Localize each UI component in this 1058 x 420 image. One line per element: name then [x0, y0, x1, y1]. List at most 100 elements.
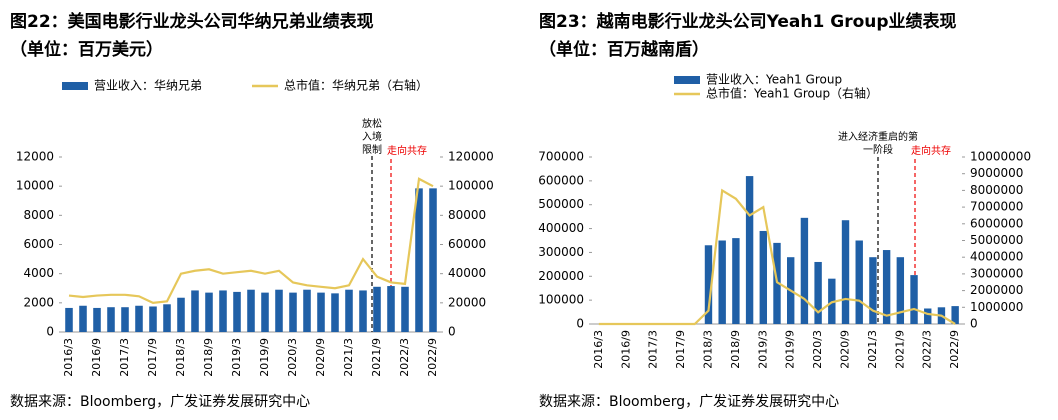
y-tick-label: 300000: [538, 245, 584, 259]
bar: [415, 188, 423, 332]
y2-tick-label: 60000: [448, 237, 486, 251]
y2-tick-label: 8000000: [970, 183, 1023, 197]
chart-title: 图22：美国电影行业龙头公司华纳兄弟业绩表现: [10, 11, 374, 32]
y2-tick-label: 80000: [448, 208, 486, 222]
bar: [107, 307, 115, 332]
bar: [303, 289, 311, 332]
y2-tick-label: 40000: [448, 266, 486, 280]
bar: [149, 306, 157, 332]
x-tick-label: 2016/9: [90, 338, 103, 377]
y2-tick-label: 4000000: [970, 250, 1023, 264]
y-tick-label: 0: [46, 325, 54, 339]
bar: [191, 290, 199, 332]
y2-tick-label: 2000000: [970, 283, 1023, 297]
bar: [219, 290, 227, 332]
x-tick-label: 2018/3: [174, 338, 187, 377]
bar: [924, 308, 932, 324]
annotation: 进入经济重启的第一阶段: [838, 132, 918, 156]
x-tick-label: 2017/9: [146, 338, 159, 377]
x-tick-label: 2019/9: [784, 330, 797, 369]
x-tick-label: 2020/9: [839, 330, 852, 369]
bar: [373, 286, 381, 332]
y-tick-label: 500000: [538, 197, 584, 211]
y2-tick-label: 0: [970, 317, 978, 331]
x-tick-label: 2021/9: [370, 338, 383, 377]
y2-tick-label: 1000000: [970, 300, 1023, 314]
bar: [317, 292, 325, 332]
x-tick-label: 2019/3: [756, 330, 769, 369]
legend-label: 营业收入：Yeah1 Group: [706, 73, 842, 87]
y2-tick-label: 10000000: [970, 150, 1031, 164]
y-tick-label: 2000: [23, 295, 54, 309]
x-tick-label: 2018/3: [701, 330, 714, 369]
bar: [275, 289, 283, 332]
x-tick-label: 2020/3: [811, 330, 824, 369]
line: [68, 177, 434, 304]
chart-subtitle: （单位：百万越南盾）: [539, 39, 709, 60]
chart-title: 图23：越南电影行业龙头公司Yeah1 Group业绩表现: [539, 11, 957, 32]
bar: [814, 261, 822, 324]
y2-tick-label: 5000000: [970, 233, 1023, 247]
bar: [910, 275, 918, 324]
bar: [177, 297, 185, 332]
bar: [732, 238, 740, 324]
source: 数据来源：Bloomberg，广发证券发展研究中心: [539, 394, 839, 410]
legend-swatch: [62, 82, 88, 90]
y-tick-label: 700000: [538, 150, 584, 164]
y2-tick-label: 3000000: [970, 266, 1023, 280]
x-tick-label: 2018/9: [729, 330, 742, 369]
x-tick-label: 2022/3: [398, 338, 411, 377]
bar: [345, 289, 353, 332]
bar: [121, 307, 129, 332]
x-tick-label: 2016/9: [619, 330, 632, 369]
line: [598, 188, 956, 326]
x-tick-label: 2022/9: [948, 330, 961, 369]
bar: [401, 286, 409, 332]
annotation: 走向共存: [911, 146, 951, 157]
x-tick-label: 2018/9: [202, 338, 215, 377]
bar: [882, 250, 891, 324]
y-tick-label: 200000: [538, 269, 584, 283]
y2-tick-label: 20000: [448, 295, 486, 309]
legend-label: 总市值：Yeah1 Group（右轴）: [706, 86, 878, 101]
bar: [704, 245, 713, 324]
y-tick-label: 400000: [538, 221, 584, 235]
x-tick-label: 2017/9: [674, 330, 687, 369]
bar: [331, 293, 339, 332]
x-tick-label: 2021/3: [866, 330, 879, 369]
y-tick-label: 10000: [16, 179, 54, 193]
x-tick-label: 2017/3: [118, 338, 131, 377]
x-tick-label: 2019/3: [230, 338, 243, 377]
bar: [759, 230, 767, 324]
y2-tick-label: 6000000: [970, 216, 1023, 230]
y-tick-label: 6000: [23, 237, 54, 251]
y2-tick-label: 7000000: [970, 200, 1023, 214]
y-tick-label: 8000: [23, 208, 54, 222]
bar: [869, 257, 877, 324]
x-tick-label: 2016/3: [592, 330, 605, 369]
bar: [359, 290, 367, 332]
y2-tick-label: 0: [448, 325, 456, 339]
bar: [93, 307, 101, 332]
x-tick-label: 2022/3: [921, 330, 934, 369]
bar: [841, 220, 850, 324]
bar: [261, 292, 269, 332]
x-tick-label: 2020/9: [314, 338, 327, 377]
y2-tick-label: 100000: [448, 179, 494, 193]
bar: [951, 306, 959, 324]
annotation: 走向共存: [387, 146, 427, 157]
bar: [896, 257, 905, 324]
chart-subtitle: （单位：百万美元）: [10, 39, 163, 60]
x-tick-label: 2020/3: [286, 338, 299, 377]
bar: [233, 291, 241, 332]
y-tick-label: 12000: [16, 150, 54, 164]
bar: [855, 240, 863, 324]
legend-label: 营业收入：华纳兄弟: [94, 79, 202, 93]
bar: [65, 307, 73, 332]
bar: [718, 240, 726, 324]
legend-label: 总市值：华纳兄弟（右轴）: [284, 78, 428, 93]
bar: [135, 305, 143, 332]
bar: [205, 292, 213, 332]
